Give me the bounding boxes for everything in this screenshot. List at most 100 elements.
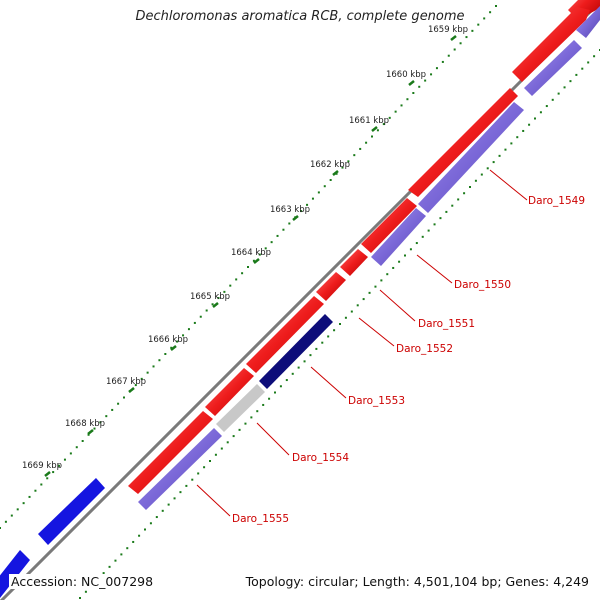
tick-dot — [421, 235, 424, 238]
tick-dot — [457, 198, 460, 201]
tick-dot — [69, 452, 72, 455]
tick-dot — [575, 73, 578, 76]
gene-forward-blue — [38, 478, 105, 545]
gene-forward-f — [246, 296, 324, 373]
tick-dot — [4, 520, 7, 523]
tick-dot — [486, 167, 489, 170]
tick-dot — [404, 254, 406, 257]
tick-dot — [376, 129, 379, 132]
tick-label: 1668 kbp — [65, 419, 105, 429]
gene-reverse-1550 — [371, 208, 426, 266]
tick-dot — [359, 147, 362, 150]
tick-dot — [226, 441, 229, 444]
tick-dot — [203, 466, 206, 469]
tick-dot — [510, 142, 513, 145]
tick-dot — [244, 422, 247, 425]
map-title: Dechloromonas aromatica RCB, complete ge… — [135, 9, 465, 24]
tick-dot — [441, 60, 444, 63]
tick-dot — [435, 67, 438, 70]
tick-dot — [439, 217, 442, 220]
tick-label: 1666 kbp — [148, 335, 188, 345]
tick-dot — [534, 117, 536, 120]
tick-dot — [75, 446, 78, 449]
tick-dot — [445, 210, 448, 213]
tick-dot — [238, 428, 241, 431]
gene-reverse-1555 — [138, 428, 222, 510]
tick-dot — [459, 42, 462, 45]
tick-dot — [297, 366, 300, 369]
tick-dot — [46, 477, 49, 480]
tick-dot — [306, 203, 309, 206]
tick-dot — [418, 85, 421, 88]
gene-label-daro-1551[interactable]: Daro_1551 — [418, 318, 475, 330]
gene-label-daro-1550[interactable]: Daro_1550 — [454, 279, 511, 291]
tick-dot — [471, 29, 474, 32]
gene-forward-h — [128, 411, 213, 494]
tick-dot — [474, 179, 477, 182]
tick-dot — [241, 272, 244, 275]
tick-dot — [350, 310, 353, 313]
tick-mark — [292, 215, 299, 221]
gene-label-daro-1552[interactable]: Daro_1552 — [396, 343, 453, 355]
tick-dot — [81, 440, 84, 442]
tick-dot — [197, 472, 200, 475]
tick-dot — [34, 489, 37, 492]
reverse-strand — [138, 6, 600, 510]
gene-leader-line — [416, 254, 453, 284]
tick-dot — [453, 48, 456, 51]
tick-dot — [368, 291, 371, 294]
tick-label: 1661 kbp — [349, 116, 389, 126]
tick-dot — [392, 266, 395, 269]
tick-dot — [451, 204, 454, 207]
gene-reverse-topright — [576, 6, 600, 38]
tick-dot — [262, 403, 265, 406]
tick-dot — [270, 241, 273, 244]
gene-label-daro-1553[interactable]: Daro_1553 — [348, 395, 405, 407]
gene-label-daro-1549[interactable]: Daro_1549 — [528, 195, 585, 207]
tick-dot — [386, 273, 389, 276]
tick-dot — [28, 495, 31, 498]
tick-dot — [489, 11, 492, 14]
tick-dot — [173, 497, 176, 500]
tick-dot — [374, 285, 377, 288]
tick-mark — [87, 429, 94, 435]
gene-label-daro-1554[interactable]: Daro_1554 — [292, 452, 349, 464]
tick-dot — [282, 228, 285, 231]
tick-dot — [545, 105, 548, 108]
tick-dot — [158, 359, 161, 362]
tick-dot — [199, 315, 202, 318]
tick-dot — [132, 540, 135, 543]
tick-dot — [498, 154, 501, 157]
tick-dot — [300, 210, 303, 213]
tick-dot — [528, 123, 531, 126]
tick-dot — [380, 279, 383, 282]
gene-label-daro-1555[interactable]: Daro_1555 — [232, 513, 289, 525]
tick-dot — [193, 321, 196, 324]
tick-dot — [539, 111, 542, 114]
tick-dot — [185, 484, 188, 487]
tick-dot — [371, 135, 373, 138]
tick-dot — [10, 514, 13, 517]
tick-dot — [522, 129, 525, 132]
tick-dot — [223, 290, 226, 293]
tick-mark — [371, 126, 378, 132]
tick-dot — [412, 92, 415, 94]
tick-dot — [469, 186, 471, 188]
gene-leader-line — [358, 317, 395, 347]
tick-dot — [102, 572, 105, 575]
tick-dot — [516, 136, 519, 139]
tick-dot — [126, 547, 129, 550]
tick-dot — [388, 116, 391, 119]
gene-forward-e — [316, 272, 346, 301]
tick-dot — [99, 421, 102, 424]
tick-label: 1660 kbp — [386, 70, 426, 80]
tick-label: 1663 kbp — [270, 205, 310, 215]
tick-dot — [211, 303, 214, 306]
tick-dot — [164, 353, 167, 355]
gene-forward-c — [361, 198, 417, 253]
gene-reverse-1553 — [259, 314, 333, 389]
tick-dot — [362, 298, 365, 301]
tick-dot — [463, 192, 466, 195]
tick-dot — [480, 173, 483, 176]
